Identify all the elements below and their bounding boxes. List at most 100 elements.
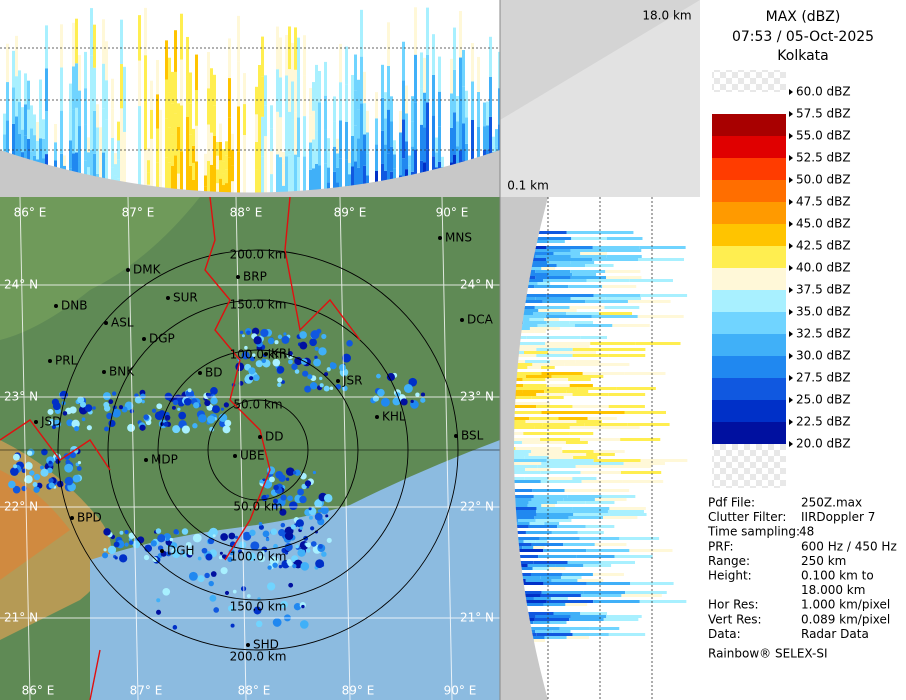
- echo-cell: [247, 552, 257, 562]
- echo-cell: [269, 476, 275, 483]
- legend-tick: [789, 287, 793, 293]
- top-echo: [288, 111, 291, 155]
- top-echo: [243, 104, 246, 136]
- echo-cell: [248, 367, 256, 375]
- top-echo: [345, 159, 348, 197]
- side-echo: [545, 342, 591, 345]
- legend-label: 52.5 dBZ: [796, 151, 851, 165]
- echo-cell: [128, 532, 136, 539]
- side-echo: [537, 324, 575, 327]
- legend-band: [712, 158, 786, 180]
- city-label: JSR: [342, 374, 363, 388]
- side-echo: [522, 390, 545, 393]
- echo-cell: [265, 537, 270, 542]
- side-echo: [533, 231, 567, 234]
- location: Kolkata: [777, 48, 828, 64]
- echo-cell: [219, 551, 223, 555]
- top-echo: [303, 75, 306, 117]
- top-echo: [6, 82, 9, 121]
- echo-cell: [309, 338, 317, 347]
- side-echo: [537, 402, 551, 405]
- top-echo: [72, 109, 75, 154]
- side-echo: [627, 423, 670, 426]
- top-echo: [315, 64, 318, 98]
- top-echo: [120, 108, 123, 153]
- echo-cell: [400, 398, 408, 406]
- top-echo: [39, 79, 42, 109]
- top-echo: [21, 129, 24, 153]
- side-echo: [523, 261, 548, 264]
- echo-cell: [108, 419, 116, 428]
- side-echo: [537, 282, 551, 285]
- legend-band: [712, 378, 786, 400]
- echo-cell: [299, 331, 307, 339]
- top-echo: [12, 123, 15, 161]
- top-echo: [159, 153, 162, 176]
- side-echo: [587, 417, 617, 420]
- echo-cell: [323, 494, 333, 503]
- echo-cell: [310, 541, 317, 547]
- top-echo: [180, 105, 183, 152]
- side-echo: [526, 252, 554, 255]
- echo-cell: [64, 463, 74, 473]
- info-value: Radar Data: [801, 627, 869, 641]
- legend-tick: [789, 331, 793, 337]
- echo-cell: [326, 537, 332, 543]
- top-echo: [216, 183, 219, 197]
- side-echo: [538, 555, 577, 558]
- legend-label: 55.0 dBZ: [796, 129, 851, 143]
- echo-cell: [204, 399, 211, 407]
- top-echo: [405, 141, 408, 170]
- top-echo: [39, 138, 42, 168]
- top-echo: [327, 167, 330, 183]
- city-label: MNS: [445, 231, 472, 245]
- top-echo: [213, 135, 216, 167]
- side-echo: [500, 393, 537, 396]
- side-echo: [563, 498, 595, 501]
- echo-cell: [420, 392, 426, 397]
- top-echo: [156, 60, 159, 95]
- top-echo: [243, 73, 246, 105]
- echo-cell: [128, 540, 134, 545]
- top-echo: [177, 150, 180, 174]
- top-echo: [15, 116, 18, 157]
- side-echo: [533, 546, 545, 549]
- top-echo: [282, 163, 285, 175]
- top-echo: [339, 158, 342, 197]
- echo-cell: [201, 547, 208, 554]
- echo-cell: [151, 408, 157, 413]
- echo-cell: [143, 554, 150, 561]
- top-echo: [150, 80, 153, 110]
- echo-cell: [251, 327, 260, 336]
- side-echo: [563, 543, 595, 546]
- side-echo: [520, 576, 541, 579]
- top-echo: [147, 147, 150, 161]
- top-echo: [261, 76, 264, 117]
- side-echo: [513, 504, 528, 507]
- side-echo: [533, 312, 567, 315]
- top-echo: [414, 102, 417, 150]
- top-echo: [384, 144, 387, 171]
- echo-cell: [273, 498, 278, 504]
- echo-cell: [41, 448, 48, 456]
- top-echo: [459, 57, 462, 105]
- side-echo: [593, 600, 640, 603]
- top-echo: [414, 149, 417, 197]
- side-echo: [536, 348, 573, 351]
- top-echo: [282, 174, 285, 186]
- top-echo: [435, 152, 438, 168]
- echo-cell: [255, 620, 263, 628]
- top-echo: [381, 97, 384, 131]
- top-echo: [189, 134, 192, 166]
- top-echo: [309, 115, 312, 143]
- echo-cell: [306, 548, 311, 553]
- echo-cell: [314, 355, 318, 360]
- side-echo: [575, 360, 601, 363]
- info-label: Clutter Filter:: [708, 510, 786, 524]
- side-echo: [528, 501, 558, 504]
- top-echo: [387, 22, 390, 66]
- side-echo: [523, 321, 547, 324]
- top-echo: [24, 104, 27, 136]
- side-echo: [514, 522, 530, 525]
- top-echo: [336, 167, 339, 183]
